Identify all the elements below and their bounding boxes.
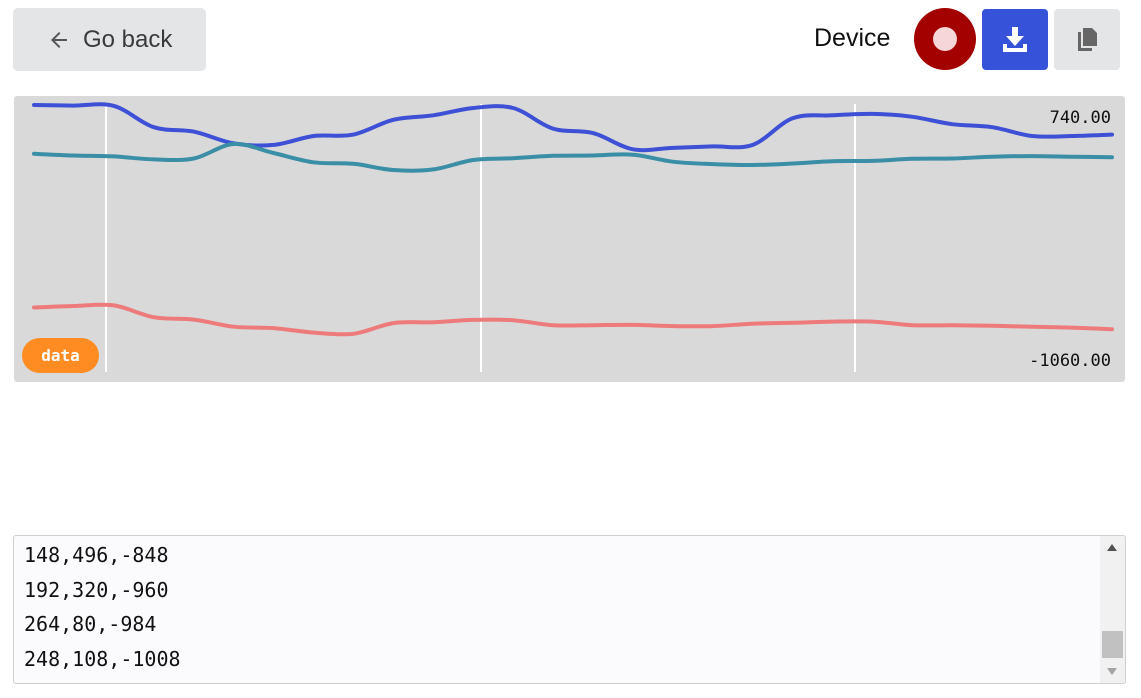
series-line-1 [32, 102, 1114, 153]
download-icon [1003, 26, 1027, 52]
data-badge[interactable]: data [22, 338, 99, 373]
console-line: 148,496,-848 [24, 543, 169, 567]
series-line-2 [32, 141, 1114, 173]
copy-icon [1078, 27, 1097, 51]
y-min-label: -1060.00 [1029, 351, 1111, 371]
console-line: 264,80,-984 [24, 612, 157, 636]
arrow-left-icon [51, 31, 67, 48]
scrollbar[interactable] [1100, 536, 1125, 683]
scroll-down-icon[interactable] [1107, 668, 1117, 675]
go-back-label: Go back [83, 25, 173, 53]
line-chart: 740.00 -1060.00 data [14, 96, 1125, 382]
device-label: Device [814, 24, 891, 52]
console-line: 192,320,-960 [24, 577, 169, 602]
console-lines: 148,496,-848 192,320,-960 264,80,-984 248,1… [24, 538, 181, 676]
console-line: 248,108,-1008 [24, 646, 181, 671]
download-button[interactable] [982, 9, 1048, 70]
y-max-label: 740.00 [1049, 108, 1111, 128]
serial-output[interactable]: 148,496,-848 192,320,-960 264,80,-984 248,1… [13, 535, 1126, 684]
record-icon [933, 27, 957, 51]
scroll-up-icon[interactable] [1107, 544, 1117, 551]
record-button[interactable] [914, 8, 976, 70]
copy-button[interactable] [1054, 9, 1120, 70]
chart-canvas [32, 102, 1114, 372]
scroll-thumb[interactable] [1102, 631, 1123, 658]
go-back-button[interactable]: Go back [13, 8, 206, 71]
series-line-3 [32, 302, 1114, 337]
